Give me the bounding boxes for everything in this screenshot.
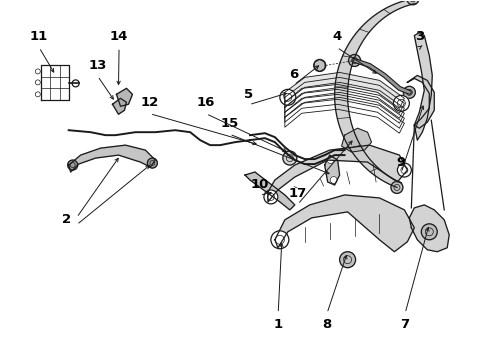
Circle shape <box>340 252 356 268</box>
Circle shape <box>327 157 334 163</box>
Text: 3: 3 <box>415 30 424 43</box>
Circle shape <box>35 92 40 97</box>
Circle shape <box>72 80 79 87</box>
Polygon shape <box>285 72 404 108</box>
Text: 17: 17 <box>289 187 307 200</box>
Circle shape <box>264 190 278 204</box>
Text: 12: 12 <box>141 96 159 109</box>
Text: 10: 10 <box>250 178 269 191</box>
Circle shape <box>314 59 326 71</box>
Circle shape <box>393 95 409 111</box>
Text: 1: 1 <box>273 318 283 331</box>
Circle shape <box>348 54 361 67</box>
Polygon shape <box>325 155 340 185</box>
Circle shape <box>35 69 40 74</box>
Circle shape <box>330 176 337 184</box>
Circle shape <box>397 163 412 177</box>
Circle shape <box>421 224 437 240</box>
Circle shape <box>68 160 77 170</box>
Polygon shape <box>117 88 132 106</box>
Polygon shape <box>113 98 126 114</box>
Text: 4: 4 <box>332 30 342 43</box>
Polygon shape <box>409 205 449 252</box>
Text: 16: 16 <box>197 96 215 109</box>
Polygon shape <box>245 172 295 210</box>
Circle shape <box>35 80 40 85</box>
Circle shape <box>407 0 419 5</box>
Text: 14: 14 <box>110 30 128 43</box>
Polygon shape <box>335 0 415 188</box>
Text: 6: 6 <box>289 68 298 81</box>
Text: 15: 15 <box>220 117 239 130</box>
Text: 8: 8 <box>322 318 332 331</box>
Circle shape <box>391 181 403 193</box>
Text: 7: 7 <box>400 318 410 331</box>
Text: 5: 5 <box>245 88 253 101</box>
Circle shape <box>403 86 416 98</box>
Text: 13: 13 <box>88 59 107 72</box>
Polygon shape <box>69 145 155 172</box>
Polygon shape <box>268 145 407 202</box>
Text: 9: 9 <box>396 156 406 169</box>
Circle shape <box>147 158 157 168</box>
Polygon shape <box>342 128 371 152</box>
Polygon shape <box>275 195 415 252</box>
Text: 2: 2 <box>62 213 72 226</box>
Text: 11: 11 <box>30 30 48 43</box>
Circle shape <box>283 151 297 165</box>
Polygon shape <box>407 75 434 128</box>
Circle shape <box>271 231 289 249</box>
Polygon shape <box>415 32 432 140</box>
Circle shape <box>280 89 296 105</box>
